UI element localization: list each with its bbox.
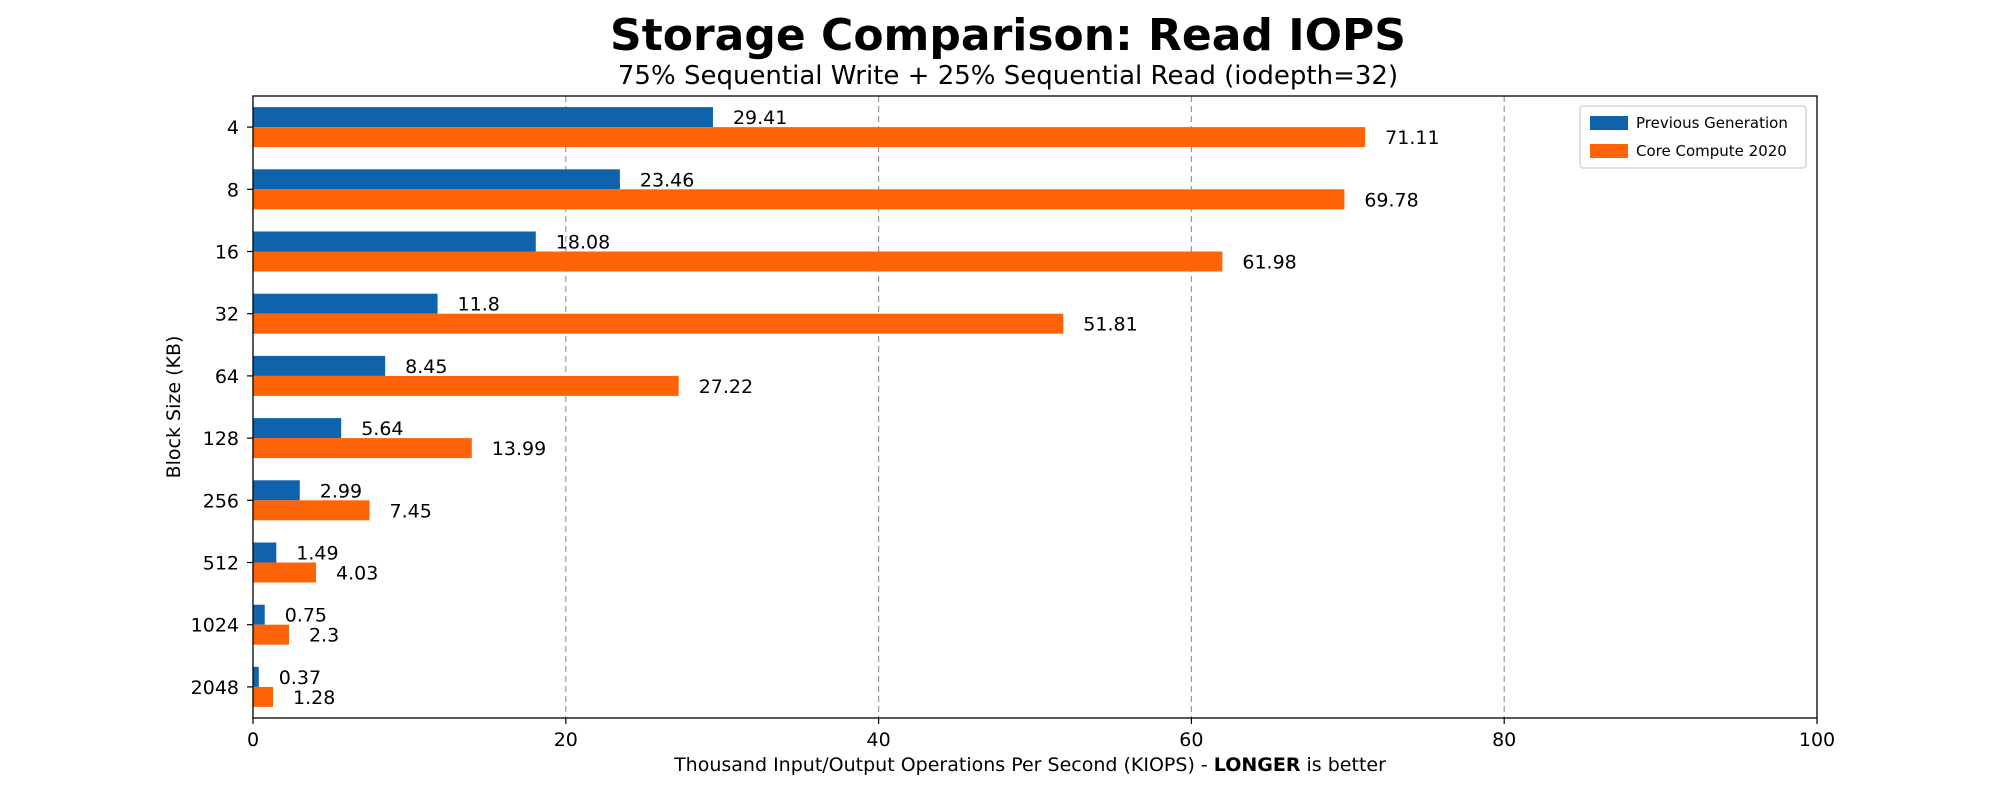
bar-core-compute-2020 xyxy=(253,686,274,707)
bar-value-label: 71.11 xyxy=(1385,127,1439,149)
legend-box xyxy=(1579,105,1807,169)
x-tick-label: 80 xyxy=(1492,729,1516,751)
bar-core-compute-2020 xyxy=(253,562,317,583)
bar-previous-generation xyxy=(253,604,265,625)
bar-previous-generation xyxy=(253,480,300,501)
bar-previous-generation xyxy=(253,231,536,252)
x-tick-label: 0 xyxy=(247,729,259,751)
x-tick-label: 40 xyxy=(867,729,891,751)
bar-value-label: 11.8 xyxy=(458,294,500,316)
bar-value-label: 51.81 xyxy=(1083,314,1137,336)
x-axis-label: Thousand Input/Output Operations Per Sec… xyxy=(673,754,1386,776)
y-tick-label: 64 xyxy=(215,366,239,388)
y-axis: 4 8 16 32 64 128 256 512 1024 2048 xyxy=(191,117,253,699)
legend-entry-label: Previous Generation xyxy=(1636,114,1788,132)
bar-value-label: 23.46 xyxy=(640,169,694,191)
chart-subtitle: 75% Sequential Write + 25% Sequential Re… xyxy=(618,61,1398,91)
y-tick-label: 256 xyxy=(203,490,239,512)
bar-core-compute-2020 xyxy=(253,500,370,521)
x-axis: 0 20 40 60 80 100 xyxy=(247,718,1835,751)
bar-core-compute-2020 xyxy=(253,375,679,396)
bar-core-compute-2020 xyxy=(253,624,289,645)
bar-value-label: 1.28 xyxy=(293,687,335,709)
y-tick-label: 1024 xyxy=(191,615,239,637)
x-tick-label: 60 xyxy=(1179,729,1203,751)
bar-core-compute-2020 xyxy=(253,438,472,459)
legend: Previous Generation Core Compute 2020 xyxy=(1579,105,1807,169)
bar-core-compute-2020 xyxy=(253,127,1366,148)
bar-previous-generation xyxy=(253,107,713,128)
y-tick-label: 32 xyxy=(215,304,239,326)
bar-previous-generation xyxy=(253,355,386,376)
x-axis-label-emphasis: LONGER xyxy=(1214,754,1301,776)
y-tick-label: 128 xyxy=(203,428,239,450)
bar-value-label: 7.45 xyxy=(390,500,432,522)
y-tick-label: 2048 xyxy=(191,677,239,699)
y-tick-label: 16 xyxy=(215,242,239,264)
bar-value-label: 18.08 xyxy=(556,232,610,254)
bar-value-label: 0.75 xyxy=(285,605,327,627)
bar-previous-generation xyxy=(253,542,277,563)
bar-value-label: 69.78 xyxy=(1364,189,1418,211)
bar-value-label: 1.49 xyxy=(296,543,338,565)
bar-value-label: 61.98 xyxy=(1242,252,1296,274)
bar-previous-generation xyxy=(253,666,259,687)
bar-value-label: 2.3 xyxy=(309,625,339,647)
bar-previous-generation xyxy=(253,418,342,439)
bar-value-label: 27.22 xyxy=(699,376,753,398)
bar-value-label: 8.45 xyxy=(405,356,447,378)
legend-swatch xyxy=(1590,144,1628,158)
x-axis-label-suffix: is better xyxy=(1300,754,1386,776)
legend-swatch xyxy=(1590,116,1628,130)
x-tick-label: 20 xyxy=(554,729,578,751)
bar-value-label: 4.03 xyxy=(336,563,378,585)
bar-core-compute-2020 xyxy=(253,189,1345,210)
bar-previous-generation xyxy=(253,293,438,314)
bar-labels-layer: 29.41 71.11 23.46 69.78 18.08 61.98 11.8 51.81 8… xyxy=(279,107,1440,709)
bar-value-label: 29.41 xyxy=(733,107,787,129)
y-tick-label: 512 xyxy=(203,553,239,575)
plot-frame xyxy=(252,95,1818,719)
bar-value-label: 2.99 xyxy=(320,480,362,502)
y-axis-label: Block Size (KB) xyxy=(163,336,185,479)
bar-core-compute-2020 xyxy=(253,313,1064,334)
legend-entry-label: Core Compute 2020 xyxy=(1636,142,1787,160)
y-tick-label: 8 xyxy=(227,179,239,201)
bar-previous-generation xyxy=(253,169,620,190)
bar-value-label: 13.99 xyxy=(492,438,546,460)
x-axis-label-prefix: Thousand Input/Output Operations Per Sec… xyxy=(673,754,1214,776)
bars-layer xyxy=(253,107,1366,707)
x-tick-label: 100 xyxy=(1799,729,1835,751)
bar-core-compute-2020 xyxy=(253,251,1223,272)
chart-title: Storage Comparison: Read IOPS xyxy=(610,10,1406,61)
bar-value-label: 5.64 xyxy=(361,418,403,440)
bar-value-label: 0.37 xyxy=(279,667,321,689)
y-tick-label: 4 xyxy=(227,117,239,139)
